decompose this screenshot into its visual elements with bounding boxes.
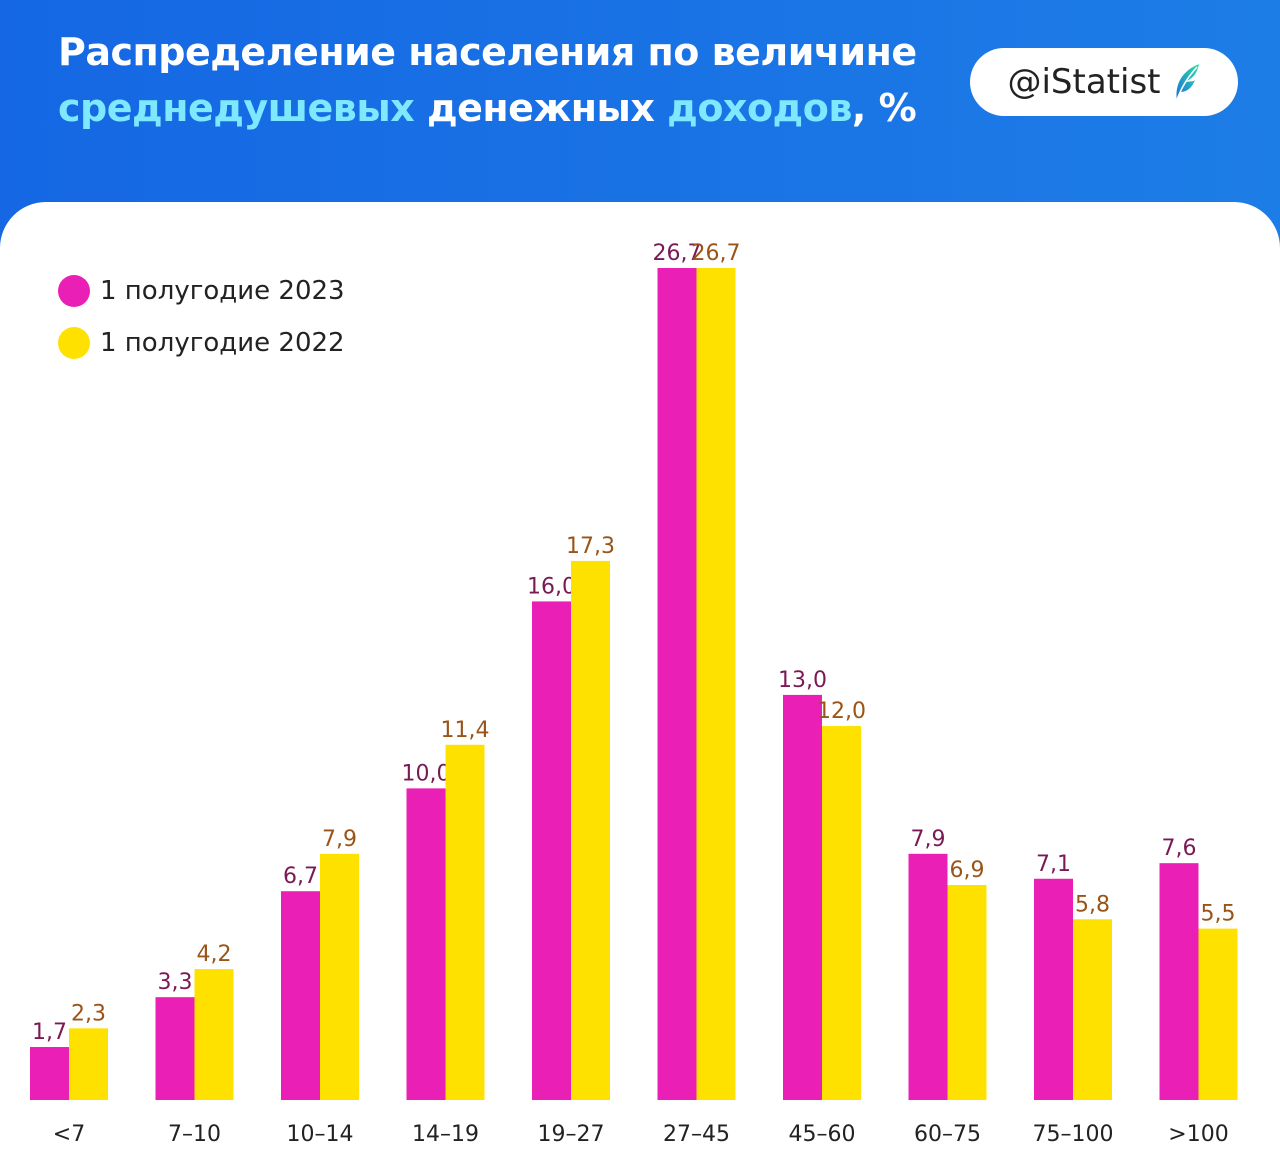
bar-2022-6 [822, 726, 861, 1100]
value-label-2022-2: 7,9 [322, 827, 357, 852]
value-label-2022-0: 2,3 [71, 1001, 106, 1026]
feather-logo-icon [1175, 64, 1199, 101]
bar-2022-8 [1073, 919, 1112, 1100]
category-label-1: 7–10 [168, 1122, 221, 1147]
category-label-3: 14–19 [412, 1122, 479, 1147]
legend-item-2023: 1 полугодие 2023 [58, 265, 345, 317]
value-label-2022-5: 26,7 [692, 241, 741, 266]
brand-name: @iStatist [1007, 62, 1161, 102]
bar-2023-8 [1034, 878, 1073, 1100]
bar-2022-9 [1198, 928, 1238, 1100]
bar-2022-3 [445, 744, 485, 1100]
category-label-8: 75–100 [1033, 1122, 1114, 1147]
category-label-4: 19–27 [538, 1122, 605, 1147]
category-label-5: 27–45 [663, 1122, 730, 1147]
title-highlight-1: среднедушевых [58, 86, 415, 130]
category-label-2: 10–14 [287, 1122, 354, 1147]
bar-2022-0 [69, 1028, 108, 1100]
chart-title: Распределение населения по величине сред… [58, 24, 917, 136]
bar-2023-5 [657, 268, 697, 1100]
value-label-2023-0: 1,7 [32, 1020, 67, 1045]
bar-2022-5 [696, 268, 736, 1100]
value-label-2022-8: 5,8 [1075, 892, 1110, 917]
value-label-2022-7: 6,9 [950, 858, 985, 883]
value-label-2023-1: 3,3 [158, 970, 193, 995]
bar-2022-2 [320, 853, 359, 1100]
header: Распределение населения по величине сред… [0, 0, 1280, 215]
title-middle: денежных [414, 86, 668, 130]
bar-2023-1 [155, 997, 195, 1100]
bar-2023-9 [1159, 863, 1199, 1100]
category-label-0: <7 [53, 1122, 85, 1147]
value-label-2022-1: 4,2 [197, 942, 232, 967]
bar-2023-6 [783, 694, 822, 1100]
value-label-2023-5: 26,7 [653, 241, 702, 266]
category-label-7: 60–75 [914, 1122, 981, 1147]
value-label-2023-2: 6,7 [283, 864, 318, 889]
title-line-1: Распределение населения по величине [58, 30, 917, 74]
value-label-2023-4: 16,0 [527, 574, 576, 599]
category-label-9: >100 [1168, 1122, 1228, 1147]
brand-badge[interactable]: @iStatist [970, 48, 1238, 116]
title-end: , % [851, 86, 917, 130]
legend-dot-2022 [58, 327, 90, 359]
bar-2023-4 [532, 601, 571, 1100]
value-label-2022-3: 11,4 [441, 718, 490, 743]
value-label-2023-6: 13,0 [778, 668, 827, 693]
legend: 1 полугодие 2023 1 полугодие 2022 [58, 265, 345, 369]
value-label-2022-9: 5,5 [1201, 902, 1236, 927]
bar-2023-2 [281, 891, 320, 1100]
value-label-2023-8: 7,1 [1036, 852, 1071, 877]
bar-2023-7 [908, 853, 948, 1100]
bar-2022-4 [571, 560, 610, 1100]
bar-2023-0 [30, 1047, 69, 1100]
bar-2022-7 [947, 884, 987, 1100]
legend-dot-2023 [58, 275, 90, 307]
title-line-2: среднедушевых денежных доходов, % [58, 80, 917, 136]
category-label-6: 45–60 [789, 1122, 856, 1147]
value-label-2023-3: 10,0 [402, 761, 451, 786]
value-label-2022-4: 17,3 [566, 534, 615, 559]
legend-label-2023: 1 полугодие 2023 [100, 276, 345, 306]
bar-2023-3 [406, 788, 446, 1100]
value-label-2022-6: 12,0 [817, 699, 866, 724]
value-label-2023-9: 7,6 [1162, 836, 1197, 861]
bar-2022-1 [194, 969, 234, 1100]
title-highlight-2: доходов [667, 86, 852, 130]
legend-item-2022: 1 полугодие 2022 [58, 317, 345, 369]
legend-label-2022: 1 полугодие 2022 [100, 328, 345, 358]
value-label-2023-7: 7,9 [911, 827, 946, 852]
